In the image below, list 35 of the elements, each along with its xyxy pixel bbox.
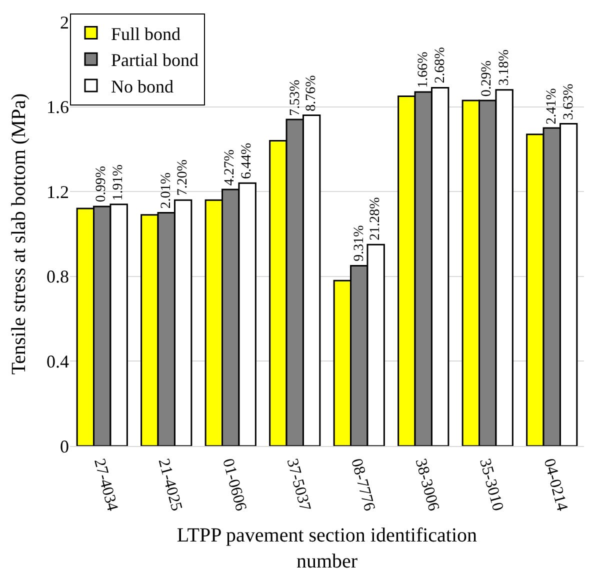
- y-tick-label: 0.4: [46, 352, 69, 372]
- annotation: 0.99%: [94, 166, 110, 202]
- x-tick-label: 35-3010: [476, 456, 506, 513]
- legend-label: Full bond: [111, 24, 181, 44]
- annotation: 2.41%: [544, 88, 560, 124]
- annotation: 2.68%: [432, 46, 448, 84]
- x-tick-label: 08-7776: [348, 456, 378, 513]
- annotation: 7.20%: [176, 159, 190, 196]
- annotation: 0.29%: [480, 60, 495, 97]
- annotation: 21.28%: [368, 196, 384, 240]
- annotation: 8.76%: [304, 74, 319, 112]
- y-tick-label: 0.8: [46, 266, 69, 287]
- annotation: 6.44%: [240, 142, 255, 179]
- x-tick-label: 37-5037: [283, 456, 314, 513]
- x-tick-label: 01-0606: [219, 456, 250, 513]
- x-tick-label: 04-0214: [540, 456, 571, 513]
- legend-label: No bond: [111, 76, 174, 97]
- x-tick-label: 27-4034: [90, 456, 121, 513]
- annotation: 3.18%: [496, 49, 512, 86]
- x-tick-label: 38-3006: [412, 456, 442, 513]
- annotation: 1.66%: [416, 51, 431, 88]
- y-tick-label: 1.2: [46, 182, 69, 202]
- annotation: 2.01%: [159, 172, 174, 209]
- legend-label: Partial bond: [111, 50, 198, 70]
- y-tick-label: 2: [60, 12, 69, 32]
- x-tick-label: 21-4025: [154, 456, 186, 513]
- y-axis-title: Tensile stress at slab bottom (MPa): [8, 93, 30, 375]
- annotation: 1.91%: [111, 164, 126, 201]
- x-axis-title: LTPP pavement section identification number: [176, 524, 478, 572]
- annotation: 9.31%: [352, 224, 367, 262]
- y-tick-label: 0: [60, 436, 69, 456]
- y-tick-label: 1.6: [46, 97, 69, 118]
- annotation: 7.53%: [288, 79, 303, 116]
- annotation: 3.63%: [561, 83, 576, 120]
- annotation: 4.27%: [222, 149, 238, 186]
